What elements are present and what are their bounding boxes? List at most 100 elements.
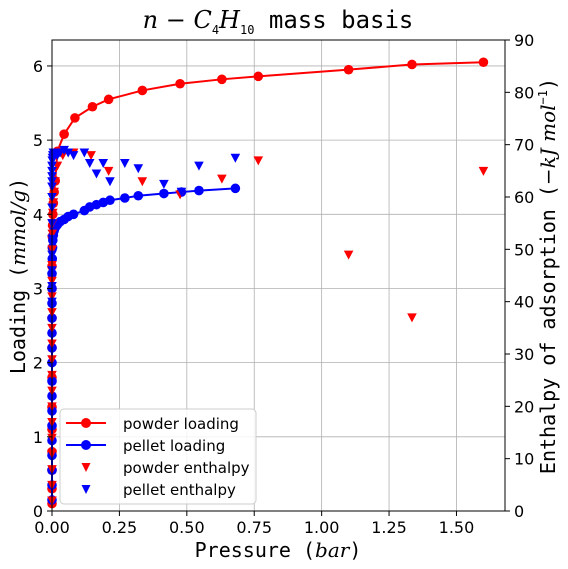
data-point-powder-enthalpy	[137, 177, 148, 187]
y-tick-label: 6	[33, 57, 43, 76]
data-point-pellet-enthalpy	[79, 148, 90, 158]
y-axis-label-post: )	[6, 178, 30, 190]
legend-label-powder-enthalpy: powder enthalpy	[123, 459, 250, 477]
y2-tick-label: 10	[514, 450, 534, 469]
x-axis-label: Pressure (bar)	[195, 538, 362, 562]
y2-tick-label: 20	[514, 397, 534, 416]
y2-tick-label: 40	[514, 293, 534, 312]
data-point-pellet-enthalpy	[230, 153, 241, 163]
y2-tick-label: 0	[514, 502, 524, 521]
data-point-pellet-loading	[194, 185, 204, 196]
data-point-pellet-loading	[105, 195, 115, 206]
title-n: n	[143, 6, 158, 34]
data-point-pellet-loading	[68, 209, 79, 220]
y2-axis-label-unit: −kJ mol	[536, 104, 560, 185]
y2-tick-label: 50	[514, 240, 534, 259]
data-point-pellet-loading	[159, 188, 169, 199]
data-point-pellet-enthalpy	[68, 151, 79, 161]
data-point-pellet-loading	[230, 183, 241, 194]
y-tick-label: 1	[33, 428, 43, 447]
legend-item-pellet-enthalpy: pellet enthalpy	[81, 481, 236, 499]
y-axis-label: Loading (mmol/g)	[6, 178, 30, 374]
data-point-pellet-enthalpy	[120, 158, 130, 168]
data-point-powder-loading	[59, 129, 69, 139]
data-point-powder-enthalpy	[48, 198, 59, 208]
data-point-pellet-enthalpy	[194, 161, 204, 171]
title-c: C	[193, 6, 211, 34]
legend-label-pellet-enthalpy: pellet enthalpy	[123, 481, 236, 499]
y-axis-label-unit: mmol/g	[6, 190, 30, 266]
legend-label-powder-loading: powder loading	[123, 415, 239, 433]
data-point-powder-enthalpy	[217, 174, 227, 184]
chart-title: n − C4H10 mass basis	[143, 6, 414, 37]
data-point-powder-loading	[478, 57, 489, 68]
data-point-powder-enthalpy	[407, 313, 417, 323]
x-axis-label-post: )	[349, 538, 361, 562]
x-tick-label: 0.00	[34, 518, 70, 537]
x-tick-label: 1.00	[304, 518, 340, 537]
x-tick-label: 0.50	[169, 518, 205, 537]
data-point-powder-enthalpy	[103, 166, 114, 176]
title-h: H	[218, 6, 241, 34]
legend-marker-pellet-enthalpy	[81, 485, 91, 494]
data-point-powder-loading	[253, 71, 264, 82]
data-point-powder-enthalpy	[48, 208, 58, 218]
legend-item-pellet-loading: pellet loading	[66, 437, 225, 455]
data-point-powder-loading	[103, 94, 114, 105]
y2-tick-label: 60	[514, 188, 534, 207]
y2-axis-label-pre: Enthalpy of adsorption (	[536, 185, 560, 474]
data-point-powder-loading	[407, 59, 417, 70]
y-axis-left: 0 1 2 3 4 5 6	[33, 57, 52, 521]
data-point-powder-loading	[137, 85, 148, 96]
y2-axis-label-post: )	[536, 78, 560, 90]
title-rest: mass basis	[254, 6, 413, 34]
x-axis-label-pre: Pressure (	[195, 538, 315, 562]
data-point-pellet-enthalpy	[91, 169, 102, 179]
data-point-pellet-enthalpy	[98, 158, 109, 168]
legend-item-powder-loading: powder loading	[66, 415, 239, 433]
title-minus: −	[158, 6, 193, 34]
data-point-pellet-enthalpy	[133, 164, 144, 174]
y-tick-label: 2	[33, 354, 43, 373]
y2-axis-label: Enthalpy of adsorption (−kJ mol−1)	[536, 78, 560, 474]
data-point-pellet-loading	[133, 190, 144, 201]
data-point-powder-loading	[70, 113, 80, 123]
x-tick-label: 1.25	[371, 518, 407, 537]
data-point-powder-loading	[175, 78, 185, 89]
legend-marker-powder-enthalpy	[81, 463, 91, 472]
x-axis: 0.00 0.25 0.50 0.75 1.00 1.25 1.50	[34, 511, 474, 537]
x-axis-label-unit: bar	[315, 538, 351, 562]
title-sub-4: 4	[212, 23, 219, 37]
y-tick-label: 4	[33, 205, 43, 224]
y-axis-right: 0 10 20 30 40 50 60 70 80 90	[505, 31, 534, 521]
legend-frame	[59, 408, 257, 505]
y2-axis-label-sup: −1	[536, 90, 550, 104]
data-point-pellet-loading	[120, 193, 130, 203]
data-point-powder-enthalpy	[343, 250, 354, 260]
data-point-pellet-enthalpy	[176, 187, 187, 197]
plot-frame	[51, 39, 506, 512]
data-point-powder-enthalpy	[478, 166, 489, 176]
y2-tick-label: 80	[514, 83, 534, 102]
y2-tick-label: 30	[514, 345, 534, 364]
data-point-pellet-enthalpy	[84, 158, 95, 168]
y2-tick-label: 90	[514, 31, 534, 50]
data-point-powder-loading	[87, 101, 98, 112]
data-point-powder-enthalpy	[86, 151, 96, 161]
y-axis-label-pre: Loading (	[6, 266, 30, 374]
data-point-pellet-enthalpy	[59, 145, 69, 155]
y-tick-label: 5	[33, 131, 43, 150]
data-point-pellet-enthalpy	[63, 148, 73, 158]
x-tick-label: 0.75	[236, 518, 272, 537]
title-sub-10: 10	[240, 23, 254, 37]
y-tick-label: 0	[33, 502, 43, 521]
legend-label-pellet-loading: pellet loading	[123, 437, 225, 455]
legend-marker-powder-loading	[81, 418, 91, 428]
data-point-pellet-enthalpy	[159, 179, 169, 189]
data-point-powder-enthalpy	[253, 156, 264, 166]
y-tick-label: 3	[33, 279, 43, 298]
x-tick-label: 1.50	[439, 518, 475, 537]
data-point-powder-loading	[343, 64, 354, 75]
legend-marker-pellet-loading	[81, 440, 91, 450]
